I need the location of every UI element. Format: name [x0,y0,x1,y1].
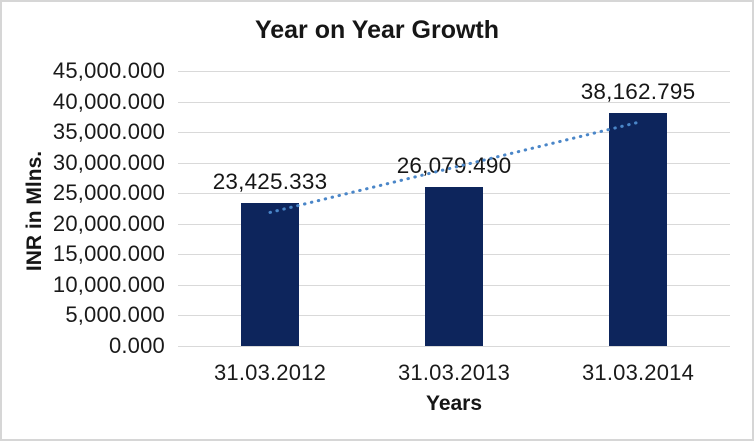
gridline [178,71,730,72]
bar-data-label: 23,425.333 [212,168,328,194]
y-axis-tick-label: 45,000.000 [52,58,165,83]
bar [241,202,299,346]
y-axis-tick-label: 25,000.000 [52,180,165,206]
bar [609,112,667,346]
x-axis-tick-label: 31.03.2013 [397,360,511,385]
y-axis-tick-label: 0.000 [108,333,165,358]
x-axis-tick-label: 31.03.2014 [581,360,695,385]
y-axis-tick-label: 10,000.000 [52,271,165,297]
gridline [178,101,730,103]
bar-data-label: 38,162.795 [580,78,696,104]
gridline [178,346,730,347]
bar [425,186,483,346]
y-axis-tick-label: 35,000.000 [52,119,165,145]
chart-title: Year on Year Growth [254,16,500,44]
y-axis-tick-label: 20,000.000 [52,210,165,236]
x-axis-tick-label: 31.03.2012 [213,360,327,385]
y-axis-tick-label: 40,000.000 [52,88,165,114]
y-axis-tick-label: 30,000.000 [52,149,165,175]
x-axis-title: Years [425,392,483,415]
y-axis-tick-label: 15,000.000 [52,241,165,267]
y-axis-tick-label: 5,000.000 [65,302,165,328]
bar-data-label: 26,079.490 [396,152,512,178]
